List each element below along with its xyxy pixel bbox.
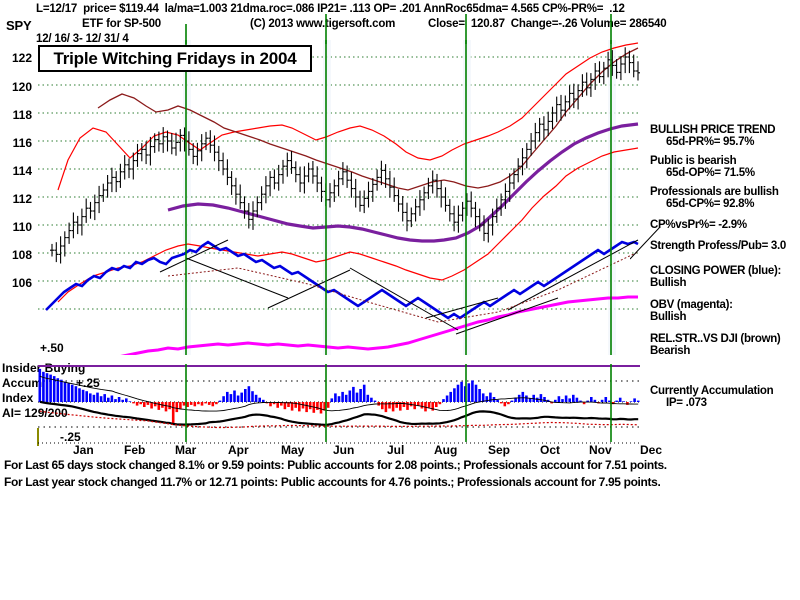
annotation-obv: OBV (magenta): Bullish <box>650 299 800 323</box>
y-axis-tick-108: 108 <box>11 248 32 262</box>
accumulation-smoothed-line <box>39 400 639 426</box>
annotation-price-trend-value: 65d-PR%= 95.7% <box>666 136 755 148</box>
annotation-professionals-title: Professionals are bullish <box>650 186 779 198</box>
month-label-apr: Apr <box>228 443 249 457</box>
obv-line <box>120 295 638 355</box>
gridlines-horizontal <box>38 56 640 310</box>
chart-title-text: Triple Witching Fridays in 2004 <box>53 48 297 68</box>
header-copyright: (C) 2013 www.tigersoft.com <box>250 18 396 30</box>
annotation-pointer-line <box>630 226 661 260</box>
relative-strength-line <box>97 47 639 191</box>
annotation-professionals: Professionals are bullish 65d-CP%= 92.8% <box>650 186 800 210</box>
lower-band-line <box>57 147 639 303</box>
x-axis-baseline <box>38 442 640 444</box>
header-stats-line: L=12/17 price= $119.44 la/ma=1.003 21dma… <box>36 3 625 15</box>
insider-buying-label-line3: Index <box>2 391 34 405</box>
annotation-closing-power-title: CLOSING POWER (blue): <box>650 265 782 277</box>
dotted-guides <box>167 251 639 323</box>
annotation-relative-strength-title: REL.STR..VS DJI (brown) <box>650 333 781 345</box>
ai-witching-lines <box>185 364 612 442</box>
accumulation-envelope-line <box>39 375 639 412</box>
month-label-nov: Nov <box>589 443 612 457</box>
obv-level-label: +.50 <box>40 341 64 355</box>
annotation-accumulation-title: Currently Accumulation <box>650 385 774 397</box>
annotation-relative-strength: REL.STR..VS DJI (brown) Bearish <box>650 333 800 357</box>
insider-buying-label-line2: Accum <box>2 376 43 390</box>
accumulation-bars <box>38 368 640 424</box>
annotation-price-trend: BULLISH PRICE TREND 65d-PR%= 95.7% <box>650 124 800 148</box>
y-axis-tick-112: 112 <box>12 192 32 206</box>
header-etf-desc: ETF for SP-500 <box>82 18 161 30</box>
accumulation-index-svg <box>38 364 640 442</box>
y-axis-tick-116: 116 <box>12 136 32 150</box>
y-axis-tick-106: 106 <box>11 276 32 290</box>
annotation-public-value: 65d-OP%= 71.5% <box>666 167 755 179</box>
annotation-relative-strength-value: Bearish <box>650 345 691 357</box>
insider-minus-label: -.25 <box>60 430 81 444</box>
closing-power-line <box>45 240 639 320</box>
annotation-obv-title: OBV (magenta): <box>650 299 733 311</box>
price-chart-svg <box>38 40 640 355</box>
header-symbol: SPY <box>6 18 32 33</box>
axis-origin-tick <box>37 428 39 446</box>
annotation-panel: BULLISH PRICE TREND 65d-PR%= 95.7% Publi… <box>650 124 800 416</box>
annotation-strength-ratio-value: Strength Profess/Pub= 3.0 <box>650 240 786 252</box>
footer-summary-65days: For Last 65 days stock changed 8.1% or 9… <box>4 458 667 472</box>
price-chart-plot <box>38 40 640 355</box>
y-axis-tick-122: 122 <box>11 51 32 65</box>
ma21-line <box>167 122 639 243</box>
chart-title-box: Triple Witching Fridays in 2004 <box>38 45 312 72</box>
month-label-may: May <box>281 443 305 457</box>
month-label-aug: Aug <box>434 443 458 457</box>
insider-buying-label-line1: Insider Buying <box>2 361 86 375</box>
upper-band-line <box>57 42 639 191</box>
ohlc-bars <box>50 47 640 264</box>
annotation-strength-ratio: Strength Profess/Pub= 3.0 <box>650 240 800 252</box>
month-label-jun: Jun <box>333 443 355 457</box>
month-label-oct: Oct <box>540 443 561 457</box>
annotation-professionals-value: 65d-CP%= 92.8% <box>666 198 755 210</box>
annotation-closing-power: CLOSING POWER (blue): Bullish <box>650 265 800 289</box>
month-label-sep: Sep <box>488 443 511 457</box>
footer-summary-year: For Last year stock changed 11.7% or 12.… <box>4 475 661 489</box>
month-label-mar: Mar <box>175 443 197 457</box>
annotation-price-trend-title: BULLISH PRICE TREND <box>650 124 776 136</box>
annotation-accumulation-value: IP= .073 <box>666 397 707 409</box>
month-label-jul: Jul <box>387 443 405 457</box>
annotation-obv-value: Bullish <box>650 311 687 323</box>
header-close-volume: Close= 120.87 Change=-.26 Volume= 286540 <box>428 18 667 30</box>
annotation-cp-vs-pr: CP%vsPr%= -2.9% <box>650 219 800 231</box>
y-axis-tick-120: 120 <box>11 80 32 94</box>
insider-plus-label: +.25 <box>76 376 100 390</box>
header-date-range: 12/ 16/ 3- 12/ 31/ 4 <box>36 33 129 45</box>
annotation-closing-power-value: Bullish <box>650 277 687 289</box>
annotation-accumulation: Currently Accumulation IP= .073 <box>650 385 800 409</box>
insider-buying-ai-value: AI= 129/200 <box>2 406 68 420</box>
y-axis-tick-110: 110 <box>12 220 32 234</box>
month-label-feb: Feb <box>124 443 146 457</box>
month-label-jan: Jan <box>73 443 94 457</box>
annotation-cp-vs-pr-value: CP%vsPr%= -2.9% <box>650 219 747 231</box>
month-label-dec: Dec <box>640 443 663 457</box>
y-axis-tick-114: 114 <box>12 164 32 178</box>
accumulation-red-dotted-line <box>39 410 639 429</box>
y-axis-tick-118: 118 <box>12 108 32 122</box>
trendlines <box>159 239 639 335</box>
accumulation-index-plot <box>38 364 640 442</box>
annotation-public-title: Public is bearish <box>650 155 737 167</box>
annotation-public: Public is bearish 65d-OP%= 71.5% <box>650 155 800 179</box>
